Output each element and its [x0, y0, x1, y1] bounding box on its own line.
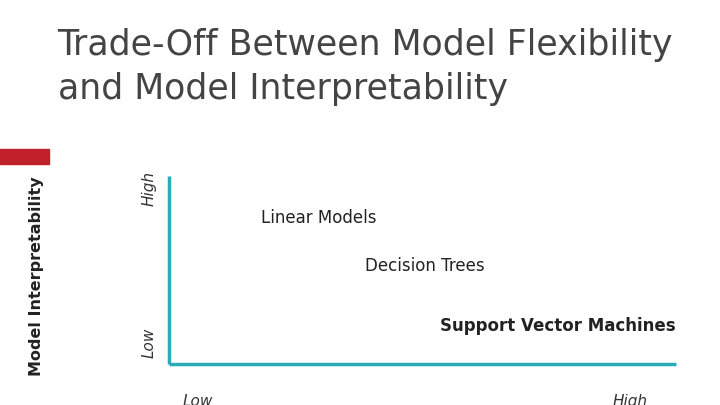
Text: Trade-Off Between Model Flexibility
and Model Interpretability: Trade-Off Between Model Flexibility and … — [58, 28, 673, 106]
Text: Low: Low — [142, 328, 156, 358]
Text: High: High — [613, 394, 647, 405]
Text: Decision Trees: Decision Trees — [365, 257, 485, 275]
Text: Low: Low — [183, 394, 213, 405]
Text: Support Vector Machines: Support Vector Machines — [440, 318, 675, 335]
Text: Model Interpretability: Model Interpretability — [30, 177, 44, 376]
Text: Linear Models: Linear Models — [261, 209, 377, 227]
Bar — [0, 149, 49, 164]
Text: High: High — [142, 171, 156, 206]
